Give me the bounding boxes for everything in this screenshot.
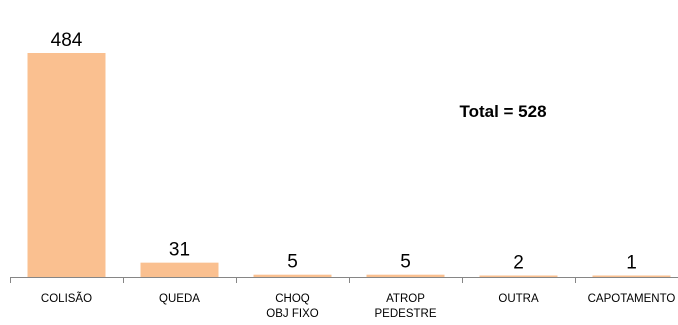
bars-group xyxy=(27,53,671,277)
value-label-outra: 2 xyxy=(513,253,524,274)
bar-queda xyxy=(140,262,219,277)
value-label-choq-obj-fixo: 5 xyxy=(287,252,298,273)
category-label-queda: QUEDA xyxy=(159,293,200,305)
bar-atrop-pedestre xyxy=(366,274,445,277)
value-label-queda: 31 xyxy=(169,240,190,261)
category-label-outra: OUTRA xyxy=(498,293,539,305)
category-label-choq-obj-fixo-line-1: CHOQ xyxy=(275,293,310,305)
category-label-capotamento: CAPOTAMENTO xyxy=(588,293,676,305)
bar-capotamento xyxy=(592,275,671,277)
value-label-capotamento: 1 xyxy=(626,253,637,274)
value-label-colisao: 484 xyxy=(51,30,83,51)
category-label-atrop-pedestre-line-2: PEDESTRE xyxy=(375,308,437,320)
bar-choq-obj-fixo xyxy=(253,274,332,277)
value-labels-group: 484 31 5 5 2 1 xyxy=(51,30,637,274)
category-label-colisao: COLISÃO xyxy=(41,292,92,305)
category-label-atrop-pedestre-line-1: ATROP xyxy=(386,293,425,305)
category-labels-group: COLISÃO QUEDA CHOQ OBJ FIXO ATROP PEDESTRE OUT… xyxy=(41,292,675,320)
bar-outra xyxy=(479,275,558,277)
category-label-choq-obj-fixo-line-2: OBJ FIXO xyxy=(266,308,318,320)
value-label-atrop-pedestre: 5 xyxy=(400,252,411,273)
bar-colisao xyxy=(27,53,106,277)
x-axis xyxy=(10,277,678,283)
total-annotation: Total = 528 xyxy=(459,102,546,121)
